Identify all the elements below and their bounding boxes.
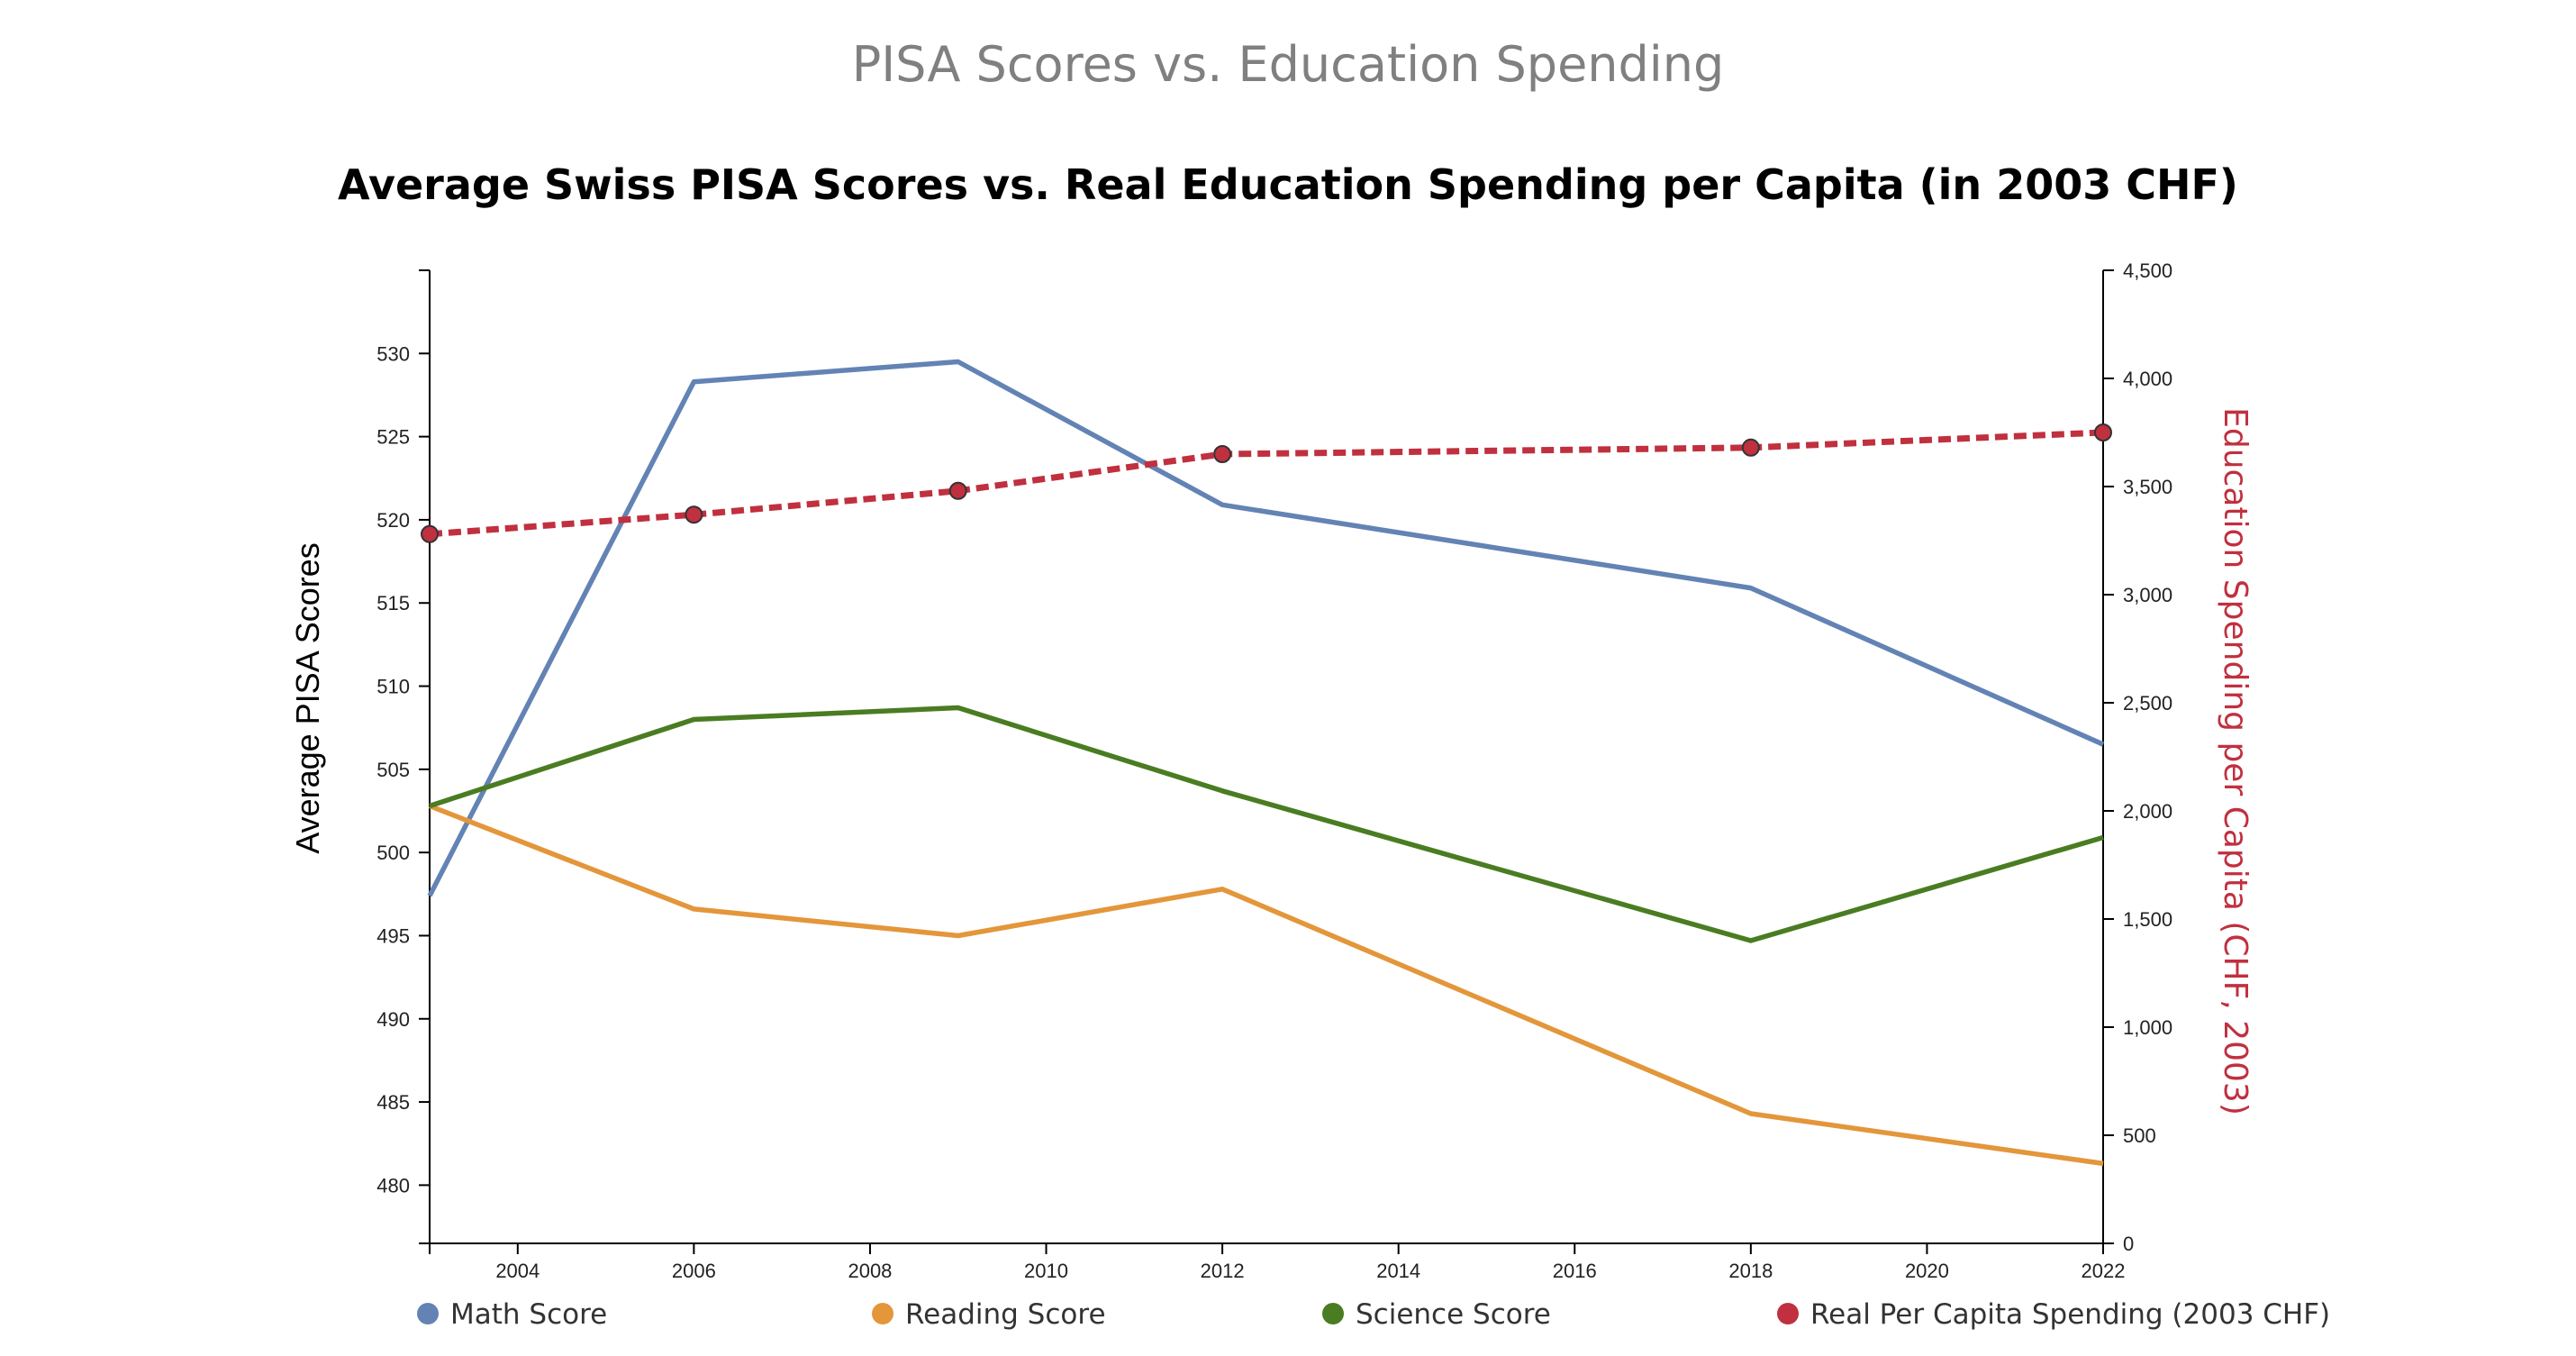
y-tick-label: 510 [376,676,410,698]
page-title: PISA Scores vs. Education Spending [851,36,1725,93]
x-tick-label: 2008 [848,1260,892,1282]
legend-label: Reading Score [905,1298,1106,1331]
data-point [1213,445,1232,463]
x-tick-label: 2016 [1553,1260,1597,1282]
series-line-3 [429,429,2104,538]
data-point [421,524,439,543]
x-tick-label: 2018 [1728,1260,1773,1282]
series-layer [427,359,2105,1167]
axes: 2004 2006 2008 2010 2012 2014 2016 2018 2020 2022… [376,259,2172,1282]
data-point [1741,438,1760,457]
y-tick-label: 500 [376,842,410,864]
y-tick-label: 515 [376,592,410,614]
y-axis-title: Average PISA Scores [289,542,326,854]
series-line-2 [429,705,2104,943]
x-tick-label: 2020 [1905,1260,1949,1282]
x-tick-label: 2006 [672,1260,716,1282]
y2-tick-label: 3,000 [2123,584,2172,606]
y-tick-label: 480 [376,1174,410,1197]
y-tick-label: 485 [376,1091,410,1114]
y2-tick-label: 500 [2123,1124,2156,1147]
y2-tick-label: 4,000 [2123,368,2172,390]
y2-tick-label: 2,000 [2123,800,2172,823]
y2-tick-label: 4,500 [2123,259,2172,282]
legend-label: Math Score [450,1298,607,1331]
legend-marker [872,1303,893,1324]
legend-label: Science Score [1356,1298,1551,1331]
y-tick-label: 530 [376,342,410,365]
legend: Math Score Reading Score Science Score Real… [417,1298,2330,1331]
series-line-1 [429,803,2104,1167]
y-tick-label: 520 [376,509,410,532]
legend-label: Real Per Capita Spending (2003 CHF) [1810,1298,2330,1331]
x-tick-label: 2012 [1201,1260,1245,1282]
markers-layer [421,423,2112,543]
y2-tick-label: 0 [2123,1233,2134,1255]
legend-marker [417,1303,439,1324]
data-point [685,505,703,524]
y2-axis-title: Education Spending per Capita (CHF, 2003… [2217,407,2254,1115]
x-tick-label: 2004 [495,1260,540,1282]
x-tick-label: 2014 [1376,1260,1420,1282]
y2-tick-label: 2,500 [2123,692,2172,714]
y2-tick-label: 1,500 [2123,908,2172,931]
y-tick-label: 495 [376,924,410,947]
legend-marker [1322,1303,1344,1324]
y-tick-label: 525 [376,426,410,449]
x-tick-label: 2010 [1024,1260,1068,1282]
series-line-0 [427,359,2105,897]
y-tick-label: 490 [376,1008,410,1031]
y2-tick-label: 3,500 [2123,476,2172,498]
data-point [2094,423,2112,441]
x-tick-label: 2022 [2082,1260,2126,1282]
y2-tick-label: 1,000 [2123,1016,2172,1039]
y-tick-label: 505 [376,759,410,781]
data-point [948,481,967,500]
legend-marker [1777,1303,1799,1324]
chart-title: Average Swiss PISA Scores vs. Real Educa… [338,160,2238,209]
